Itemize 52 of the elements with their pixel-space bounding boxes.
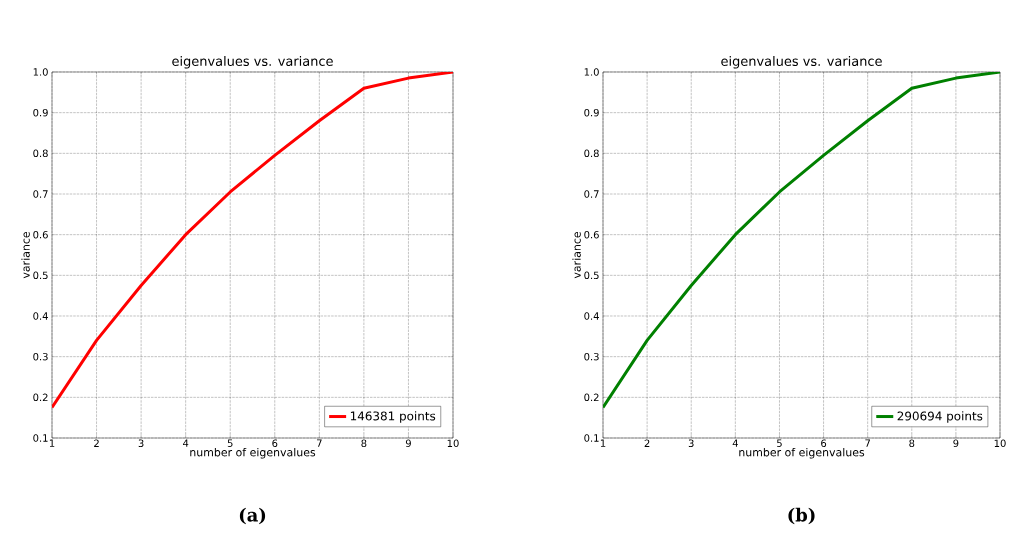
x-tick-label: 9 <box>405 439 411 448</box>
x-tick-label: 2 <box>94 439 99 447</box>
y-tick-label: 0.1 <box>33 434 48 442</box>
x-tick-label: 10 <box>994 439 1006 448</box>
y-tick-label: 0.6 <box>584 230 599 239</box>
x-tick-label: 4 <box>732 439 738 447</box>
x-axis-title: number of eigenvalues <box>190 447 316 459</box>
y-tick-label: 0.7 <box>584 190 599 198</box>
x-tick-label: 1 <box>600 439 606 447</box>
y-tick-label: 0.8 <box>584 149 599 158</box>
y-axis-title: variance <box>21 231 30 279</box>
x-tick-label: 9 <box>953 439 959 448</box>
legend-label: 290694 points <box>897 411 983 423</box>
y-tick-label: 0.9 <box>33 108 48 117</box>
y-tick-label: 0.9 <box>584 108 599 117</box>
x-tick-label: 10 <box>447 439 459 448</box>
x-tick-label: 4 <box>182 439 189 447</box>
y-tick-label: 0.3 <box>33 352 48 361</box>
y-tick-label: 1.0 <box>584 68 599 76</box>
y-tick-label: 0.1 <box>584 434 599 442</box>
y-tick-label: 0.6 <box>33 230 48 239</box>
x-tick-label: 7 <box>865 439 870 447</box>
y-tick-label: 0.3 <box>584 352 599 361</box>
x-tick-label: 6 <box>821 439 827 448</box>
y-tick-label: 0.5 <box>33 271 48 280</box>
line-series <box>52 72 453 409</box>
x-tick-label: 5 <box>227 439 233 447</box>
x-tick-label: 6 <box>272 439 278 448</box>
text: (b) <box>788 507 815 525</box>
y-tick-label: 0.7 <box>33 190 48 198</box>
x-tick-label: 5 <box>777 439 782 447</box>
y-tick-label: 0.4 <box>33 312 48 320</box>
line-series <box>603 72 1001 409</box>
y-tick-label: 0.4 <box>584 312 599 320</box>
x-tick-label: 3 <box>138 439 144 448</box>
x-tick-label: 8 <box>909 439 915 448</box>
x-tick-label: 3 <box>688 439 694 448</box>
x-axis-title: number of eigenvalues <box>739 447 865 459</box>
y-axis-title: variance <box>572 231 581 279</box>
x-tick-label: 8 <box>361 439 367 448</box>
legend-label: 146381 points <box>350 411 436 423</box>
chart-title: eigenvalues vs. variance <box>721 55 882 69</box>
y-tick-label: 1.0 <box>33 68 48 76</box>
chart-title: eigenvalues vs. variance <box>172 55 333 69</box>
x-tick-label: 2 <box>644 439 650 447</box>
text: (a) <box>239 507 266 525</box>
y-tick-label: 0.2 <box>584 393 599 402</box>
x-tick-label: 1 <box>49 439 55 447</box>
y-tick-label: 0.2 <box>33 393 48 402</box>
y-tick-label: 0.5 <box>584 271 599 280</box>
x-tick-label: 7 <box>316 439 322 447</box>
y-tick-label: 0.8 <box>33 149 48 158</box>
